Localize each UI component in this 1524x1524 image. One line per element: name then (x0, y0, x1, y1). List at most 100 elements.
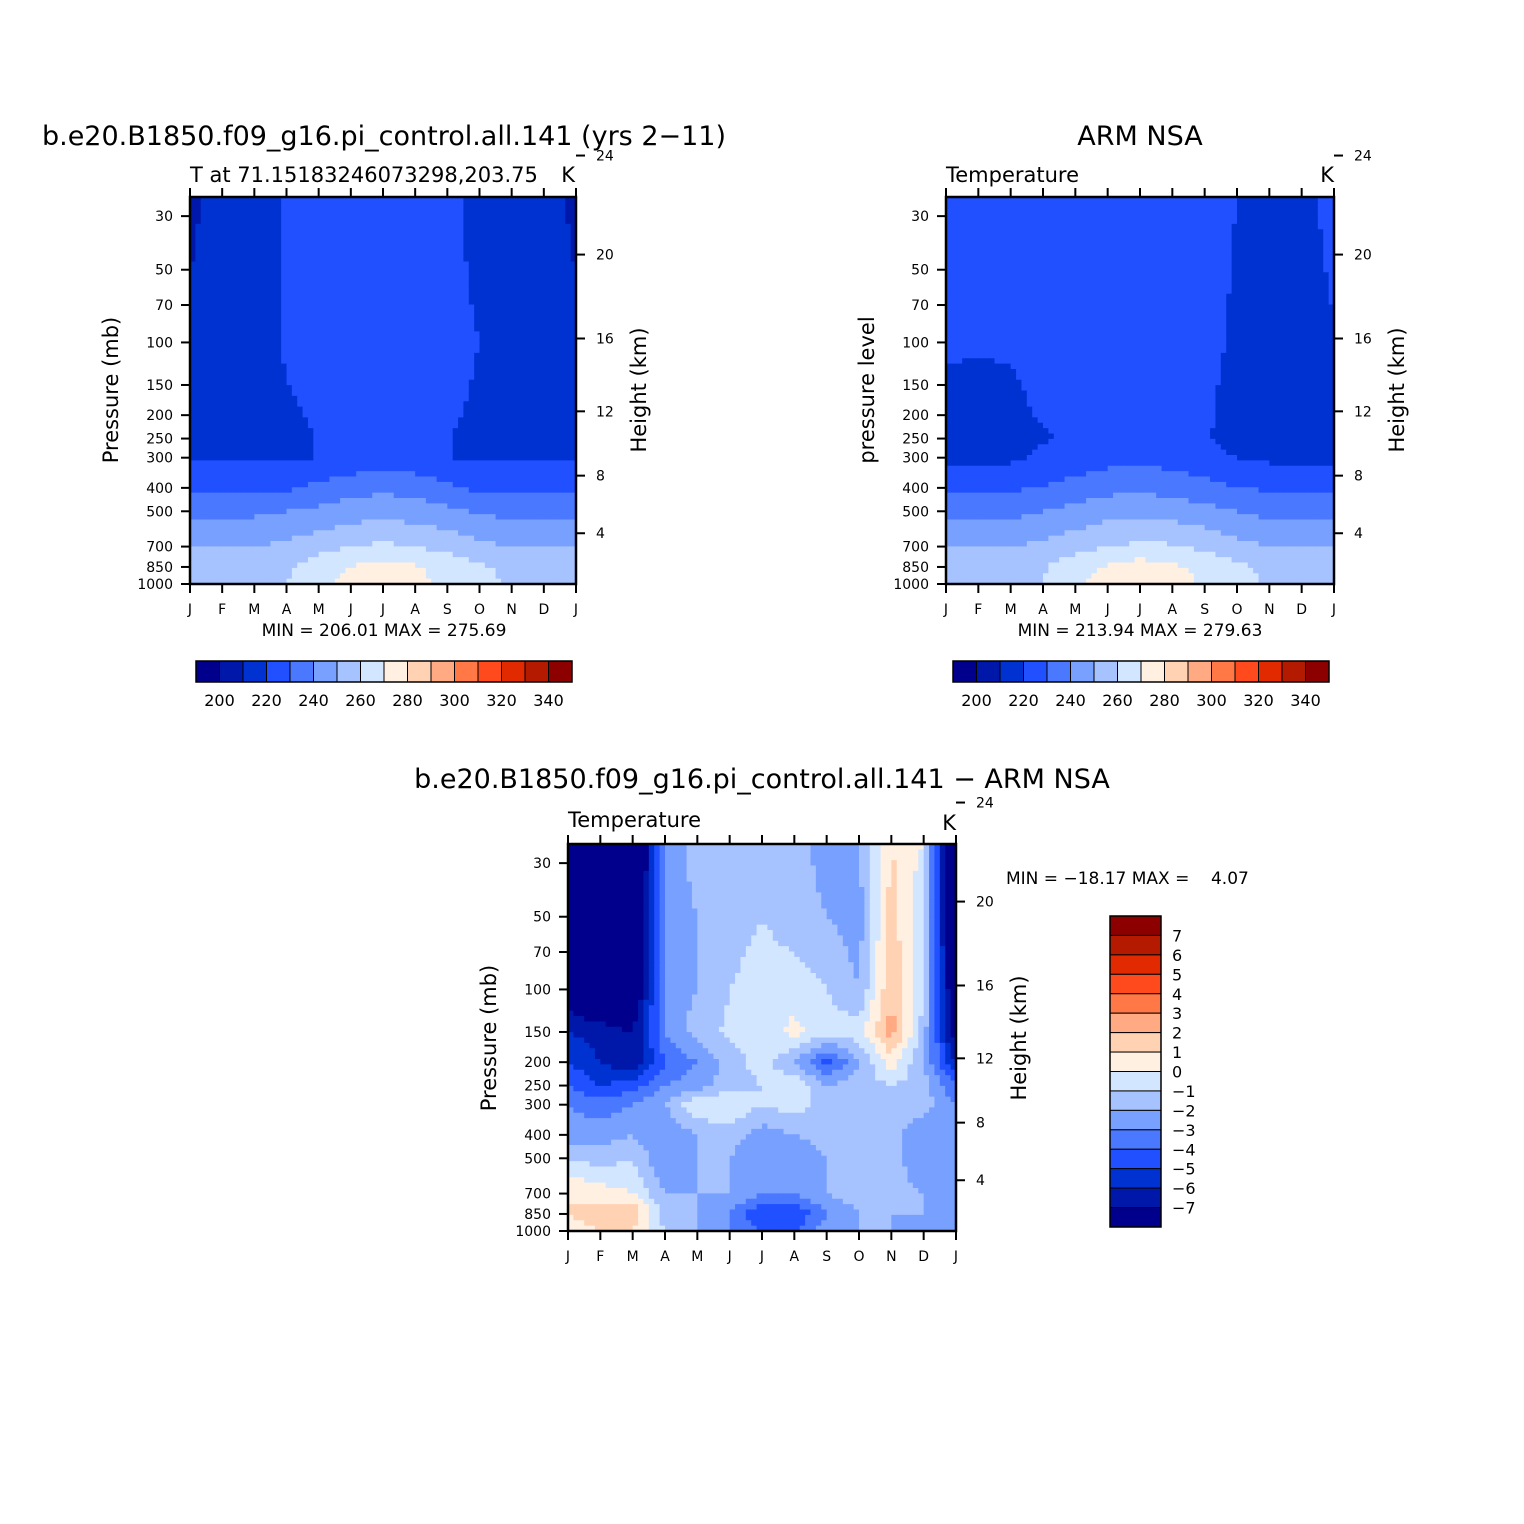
heatmap-cell (479, 551, 486, 558)
heatmap-cell (517, 438, 523, 445)
heatmap-cell (356, 245, 363, 252)
heatmap-cell (200, 256, 207, 263)
heatmap-cell (291, 277, 298, 284)
heatmap-cell (361, 530, 368, 537)
heatmap-cell (265, 347, 272, 354)
heatmap-cell (441, 320, 448, 327)
heatmap-cell (318, 412, 325, 418)
heatmap-cell (468, 342, 475, 349)
heatmap-cell (533, 293, 540, 300)
heatmap-cell (248, 234, 255, 241)
heatmap-cell (265, 546, 272, 553)
heatmap-cell (324, 492, 330, 499)
heatmap-cell (388, 385, 395, 392)
heatmap-cell (517, 315, 523, 322)
plot-area-model: J F M A M J J A S O N D J305070100150200250300400500… (137, 149, 614, 618)
heatmap-cell (527, 519, 534, 526)
heatmap-cell (232, 299, 239, 306)
heatmap-cell (474, 492, 481, 499)
heatmap-cell (527, 390, 534, 397)
heatmap-cell (479, 535, 486, 542)
heatmap-cell (232, 530, 239, 537)
heatmap-cell (409, 524, 416, 531)
heatmap-cell (254, 390, 261, 397)
heatmap-cell (377, 299, 384, 306)
heatmap-cell (377, 406, 384, 413)
heatmap-cell (286, 476, 293, 483)
heatmap-cell (404, 299, 411, 306)
heatmap-cell (377, 223, 384, 230)
heatmap-cell (458, 299, 465, 306)
heatmap-cell (345, 557, 352, 564)
heatmap-cell (543, 304, 550, 311)
heatmap-cell (206, 401, 213, 408)
heatmap-cell (479, 514, 486, 521)
heatmap-cell (458, 428, 465, 435)
heatmap-cell (372, 557, 379, 564)
heatmap-cell (522, 476, 529, 483)
heatmap-cell (366, 455, 373, 461)
heatmap-cell (404, 498, 411, 504)
heatmap-cell (377, 503, 384, 510)
heatmap-cell (361, 476, 368, 483)
heatmap-cell (377, 455, 384, 461)
heatmap-cell (415, 503, 422, 510)
heatmap-cell (495, 492, 502, 499)
heatmap-cell (345, 535, 352, 542)
heatmap-cell (533, 369, 540, 375)
heatmap-cell (232, 417, 239, 424)
heatmap-cell (291, 514, 298, 521)
heatmap-cell (404, 519, 411, 526)
heatmap-cell (334, 369, 341, 375)
heatmap-cell (522, 261, 529, 268)
heatmap-cell (495, 428, 502, 435)
heatmap-cell (232, 277, 239, 284)
heatmap-cell (447, 299, 454, 306)
heatmap-cell (436, 433, 443, 440)
heatmap-cell (200, 299, 207, 306)
heatmap-cell (275, 541, 282, 547)
heatmap-cell (248, 401, 255, 408)
heatmap-cell (479, 326, 486, 332)
heatmap-cell (543, 390, 550, 397)
heatmap-cell (570, 422, 577, 429)
heatmap-cell (479, 197, 486, 203)
heatmap-cell (265, 218, 272, 225)
heatmap-cell (211, 218, 218, 225)
heatmap-cell (468, 358, 475, 365)
heatmap-cell (409, 207, 416, 214)
heatmap-cell (345, 390, 352, 397)
heatmap-cell (500, 326, 507, 332)
heatmap-cell (399, 401, 406, 408)
heatmap-cell (570, 562, 577, 569)
heatmap-cell (206, 358, 213, 365)
heatmap-cell (291, 562, 298, 569)
heatmap-cell (297, 320, 304, 327)
heatmap-cell (533, 229, 540, 236)
heatmap-cell (302, 395, 309, 402)
heatmap-cell (190, 304, 196, 311)
heatmap-cell (232, 245, 239, 252)
heatmap-cell (538, 363, 545, 370)
heatmap-cell (452, 261, 459, 268)
heatmap-cell (350, 449, 357, 456)
heatmap-cell (517, 412, 523, 418)
heatmap-cell (559, 358, 566, 365)
heatmap-cell (243, 207, 250, 214)
heatmap-cell (554, 256, 561, 263)
heatmap-cell (286, 223, 293, 230)
heatmap-cell (259, 363, 266, 370)
heatmap-cell (291, 261, 298, 268)
heatmap-cell (517, 358, 523, 365)
heatmap-cell (318, 363, 325, 370)
heatmap-cell (340, 428, 347, 435)
heatmap-cell (232, 476, 239, 483)
heatmap-cell (313, 557, 320, 564)
heatmap-cell (243, 530, 250, 537)
heatmap-cell (286, 492, 293, 499)
heatmap-cell (190, 524, 196, 531)
heatmap-cell (291, 288, 298, 295)
heatmap-cell (356, 261, 363, 268)
heatmap-cell (506, 401, 513, 408)
heatmap-cell (275, 401, 282, 408)
